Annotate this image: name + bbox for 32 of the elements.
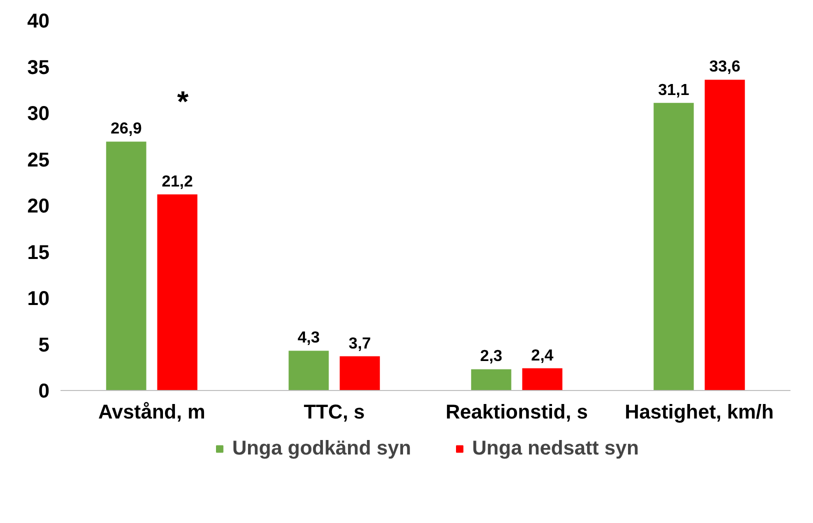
x-tick-label: Hastighet, km/h: [624, 402, 774, 424]
y-tick-label: 40: [27, 10, 50, 32]
data-label: 3,7: [348, 335, 372, 352]
y-tick-label: 25: [27, 149, 50, 172]
y-tick-label: 10: [27, 288, 50, 310]
data-label: 21,2: [162, 173, 193, 190]
bar: [106, 142, 146, 390]
y-tick-label: 30: [27, 103, 50, 125]
y-tick-label: 5: [38, 334, 50, 356]
data-label: 33,6: [709, 58, 740, 76]
legend-label: Unga nedsatt syn: [472, 437, 639, 460]
x-tick-label: TTC, s: [304, 402, 365, 424]
y-tick-label: 15: [27, 242, 50, 264]
bar: [288, 350, 329, 390]
data-label: 2,4: [531, 347, 554, 364]
bar: [340, 356, 380, 390]
bar: [471, 369, 512, 390]
data-label: 4,3: [298, 330, 320, 347]
data-label: 26,9: [110, 120, 142, 138]
data-label: 2,3: [480, 348, 502, 366]
bar: [522, 368, 562, 390]
data-label: 31,1: [658, 82, 690, 99]
y-tick-label: 20: [27, 196, 50, 218]
x-tick-label: Avstånd, m: [98, 402, 206, 424]
bar: [157, 194, 198, 390]
y-tick-label: 35: [27, 56, 50, 79]
legend-label: Unga godkänd syn: [232, 437, 412, 460]
y-tick-label: 0: [38, 380, 50, 402]
bar: [704, 80, 745, 390]
annotation: *: [177, 85, 190, 118]
bar: [654, 102, 694, 390]
x-tick-label: Reaktionstid, s: [446, 402, 588, 424]
